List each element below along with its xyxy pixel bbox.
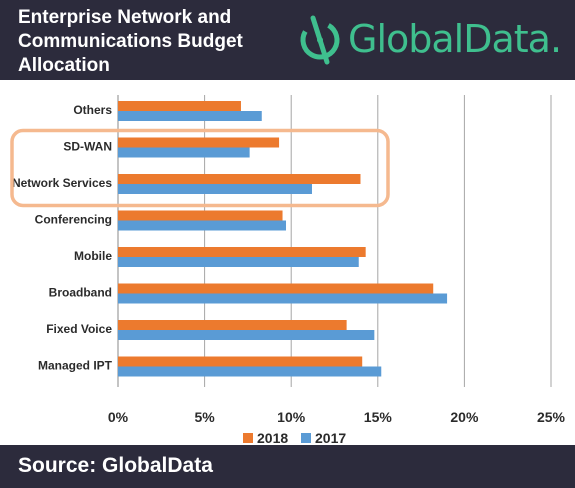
category-label: Mobile — [74, 249, 112, 263]
legend-label: 2018 — [257, 430, 288, 445]
x-tick-label: 0% — [108, 409, 129, 425]
category-label: SD-WAN — [63, 140, 112, 154]
category-label: Conferencing — [35, 213, 112, 227]
title-line-2: Communications Budget — [18, 31, 243, 52]
category-label: Fixed Voice — [46, 322, 112, 336]
bar-chart: 0% 5% 10% 15% 20% 25% Others SD-WAN Network Serv… — [0, 80, 575, 446]
bar-2018 — [118, 320, 347, 330]
brand-name: GlobalData. — [348, 17, 562, 61]
x-tick-label: 10% — [277, 409, 306, 425]
bar-2017 — [118, 111, 262, 121]
x-tick-label: 15% — [364, 409, 393, 425]
title-line-1: Enterprise Network and — [18, 7, 232, 28]
bar-2018 — [118, 101, 241, 111]
source-label: Source: GlobalData — [18, 454, 213, 477]
footer-bar: Source: GlobalData — [0, 445, 575, 488]
bar-2018 — [118, 356, 363, 367]
bar-2017 — [118, 293, 448, 304]
bar-2018 — [118, 283, 434, 294]
bar-2018 — [118, 137, 280, 148]
bar-2017 — [118, 220, 287, 231]
bar-2017 — [118, 184, 312, 194]
bar-2018 — [118, 174, 361, 184]
x-tick-label: 20% — [450, 409, 479, 425]
legend-swatch-2017 — [301, 433, 311, 443]
header-bar: Enterprise Network and Communications Bu… — [0, 0, 575, 80]
legend-swatch-2018 — [243, 433, 253, 443]
globaldata-logo-icon — [300, 15, 340, 65]
x-tick-label: 25% — [537, 409, 566, 425]
category-label: Broadband — [49, 286, 112, 300]
bar-2018 — [118, 210, 283, 221]
page-title: Enterprise Network and Communications Bu… — [18, 6, 243, 78]
bar-2017 — [118, 257, 359, 267]
globaldata-logo: GlobalData. — [298, 8, 568, 72]
category-label: Managed IPT — [38, 359, 113, 373]
x-tick-label: 5% — [194, 409, 215, 425]
legend-label: 2017 — [315, 430, 346, 445]
bar-2018 — [118, 247, 366, 257]
bar-2017 — [118, 147, 250, 158]
bar-2017 — [118, 366, 382, 377]
category-label: Network Services — [12, 176, 112, 190]
highlight-box — [10, 128, 390, 208]
chart-svg: 0% 5% 10% 15% 20% 25% Others SD-WAN Network Serv… — [10, 95, 566, 446]
bar-2017 — [118, 330, 375, 340]
category-label: Others — [73, 103, 112, 117]
title-line-3: Allocation — [18, 55, 110, 76]
